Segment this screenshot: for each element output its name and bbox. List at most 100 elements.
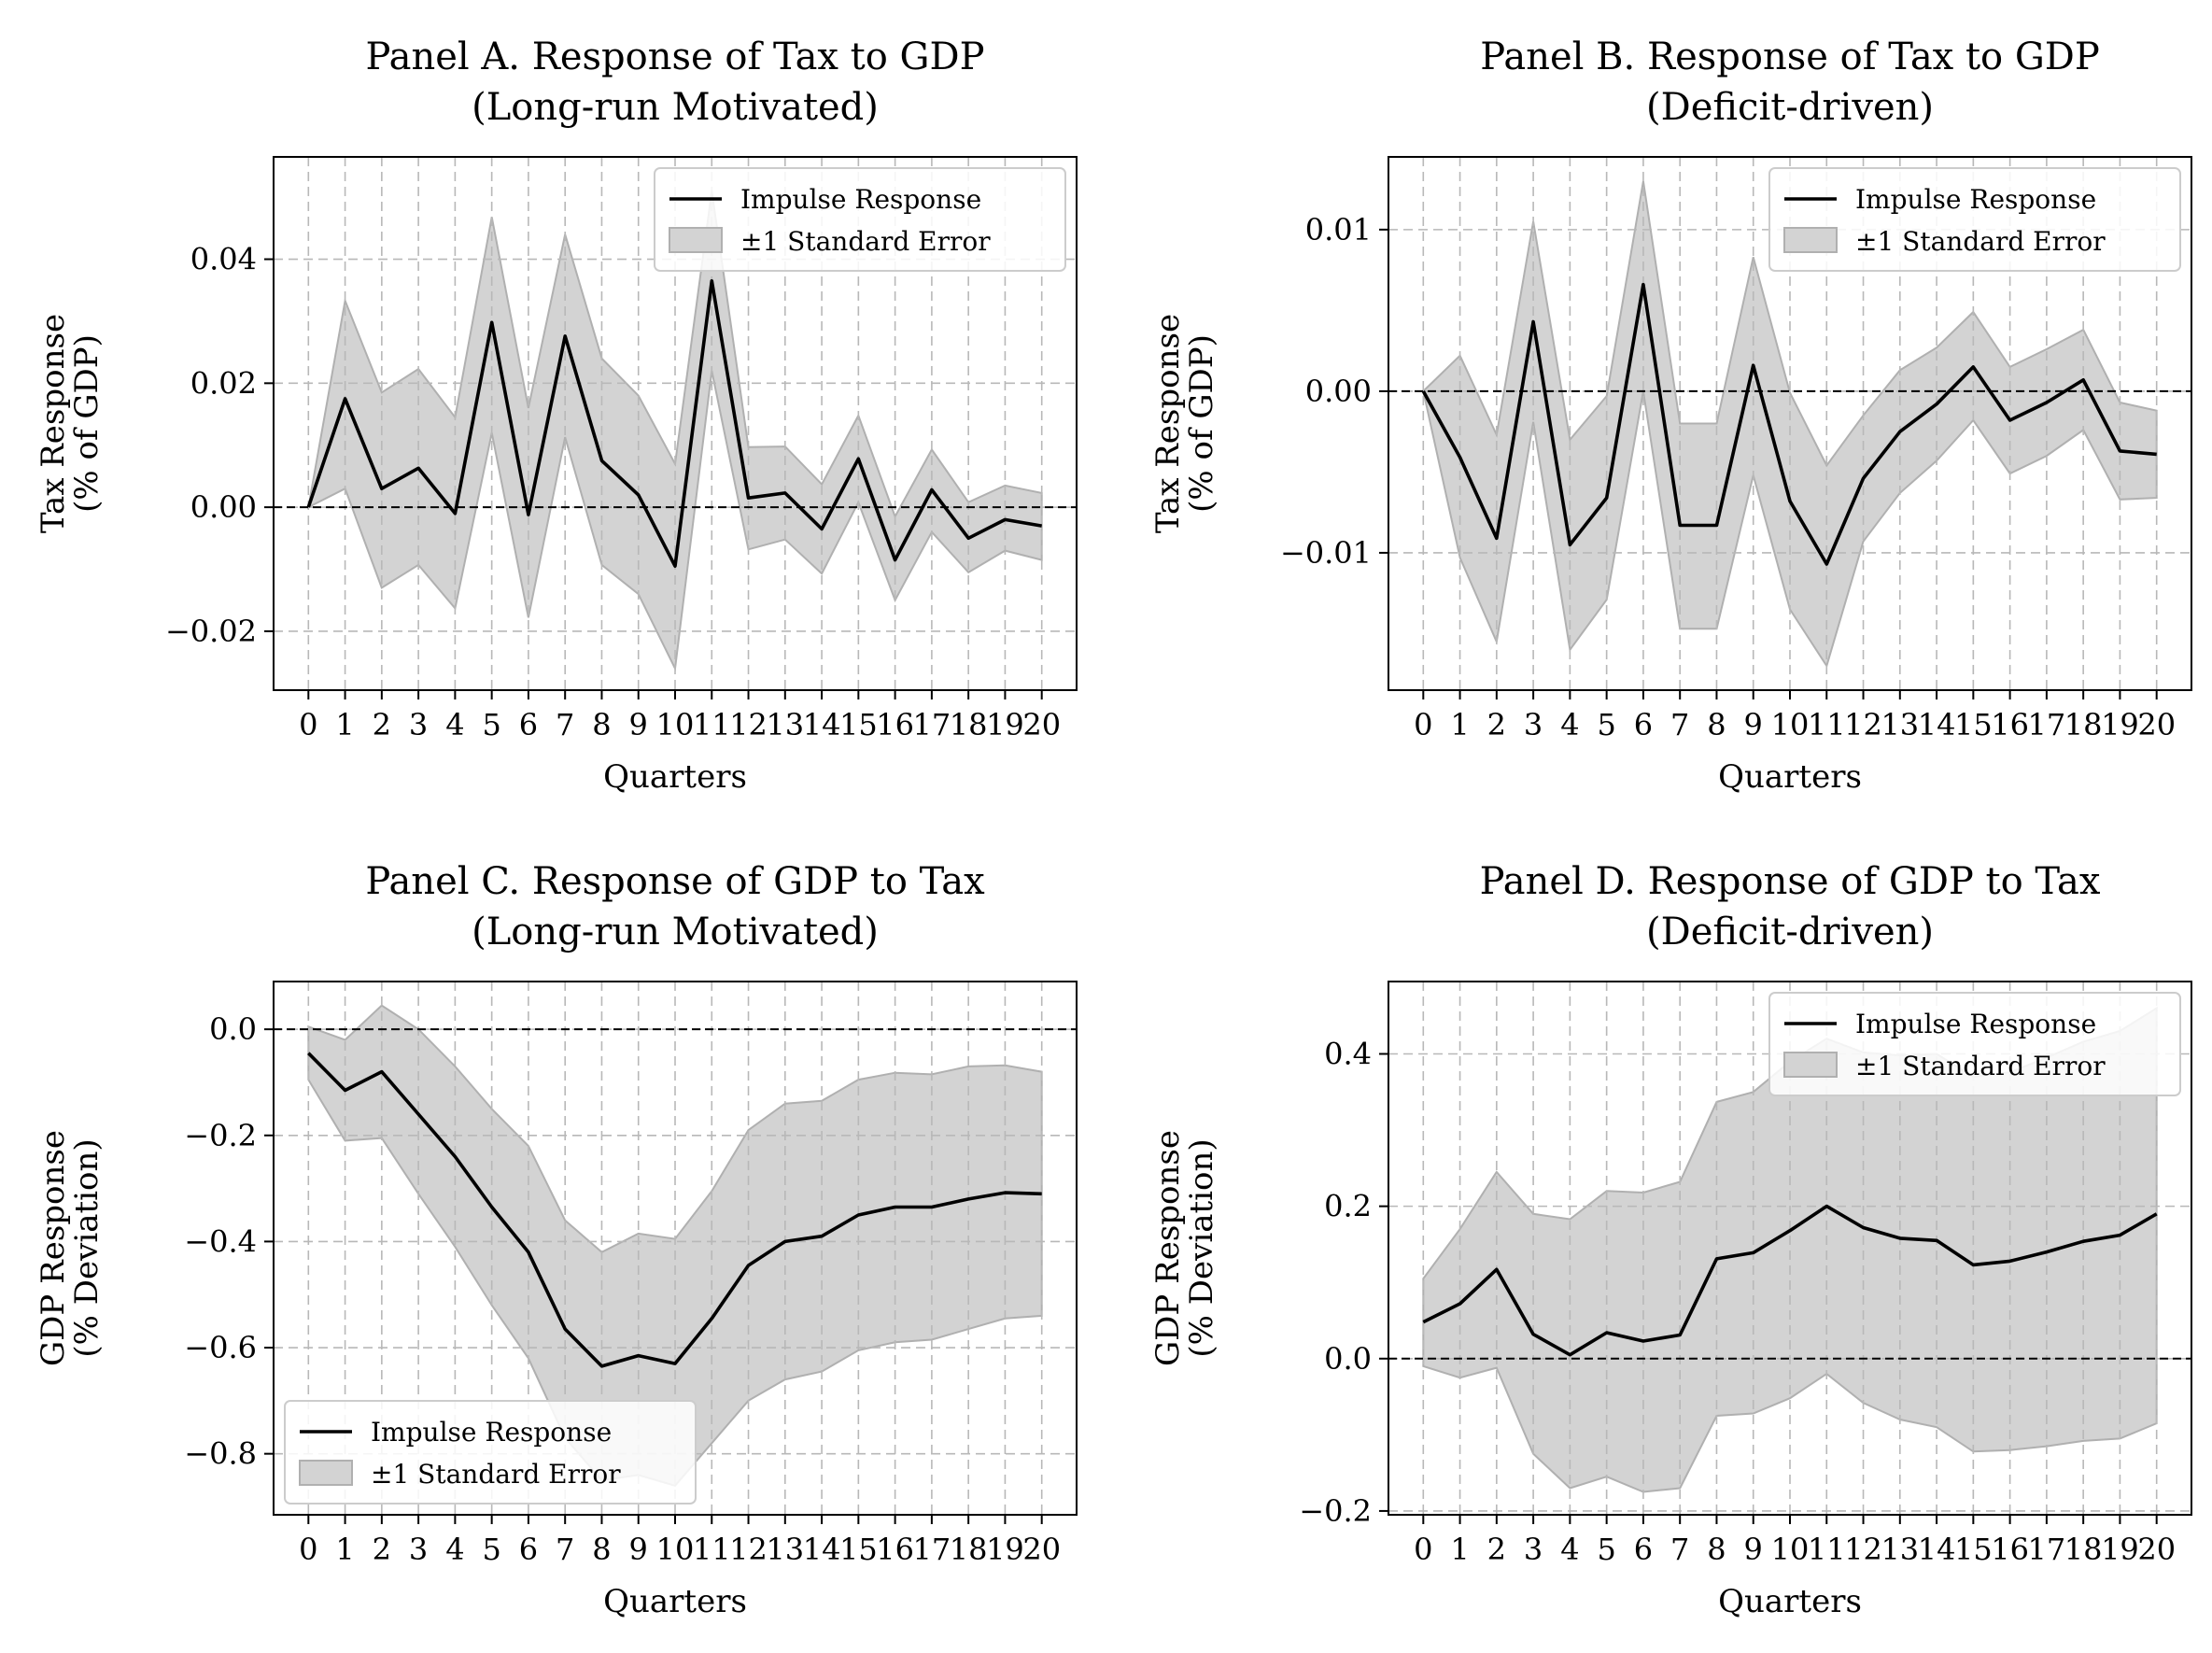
impulse-response-line	[306, 279, 1043, 568]
y-tick-label: −0.4	[184, 1223, 257, 1259]
x-tick-label: 6	[519, 1532, 538, 1567]
legend-band-label: ±1 Standard Error	[740, 226, 991, 257]
legend-line-label: Impulse Response	[371, 1417, 612, 1448]
legend-band-label: ±1 Standard Error	[371, 1459, 621, 1490]
y-tick-label: 0.4	[1324, 1036, 1372, 1071]
legend-band-label: ±1 Standard Error	[1855, 226, 2106, 257]
legend-band-swatch	[1783, 1052, 1838, 1078]
y-axis-label: Tax Response(% of GDP)	[35, 314, 106, 533]
x-tick-label: 16	[1991, 707, 2029, 742]
y-tick-label: 0.00	[1305, 374, 1372, 409]
x-tick-label: 4	[1560, 1532, 1579, 1567]
y-axis-label-line1: GDP Response	[1149, 1130, 1187, 1366]
x-tick-label: 1	[1450, 1532, 1469, 1567]
x-axis-label: Quarters	[603, 758, 747, 796]
y-tick-label: −0.8	[184, 1436, 257, 1472]
y-axis-label: Tax Response(% of GDP)	[1149, 314, 1220, 533]
legend-line-label: Impulse Response	[1855, 184, 2096, 215]
x-tick-label: 7	[1670, 1532, 1689, 1567]
legend-box	[1768, 167, 2181, 272]
x-tick-label: 5	[1597, 707, 1615, 742]
x-tick-label: 4	[1560, 707, 1579, 742]
x-axis-label: Quarters	[1718, 1583, 1862, 1620]
legend: Impulse Response ±1 Standard Error	[1768, 992, 2181, 1096]
x-tick-label: 9	[1744, 707, 1763, 742]
panel-subtitle: (Long-run Motivated)	[472, 86, 879, 129]
panel-a: Panel A. Response of Tax to GDP (Long-run…	[35, 35, 1078, 796]
x-tick-label: 3	[409, 707, 428, 742]
x-tick-label: 5	[1597, 1532, 1615, 1567]
x-tick-label: 6	[1634, 707, 1653, 742]
y-axis-label-line1: Tax Response	[35, 314, 72, 533]
x-tick-label: 8	[1707, 707, 1726, 742]
legend: Impulse Response ±1 Standard Error	[284, 1400, 697, 1505]
legend-band-swatch	[669, 227, 723, 253]
y-tick-label: −0.02	[165, 614, 257, 649]
panel-title: Panel C. Response of GDP to Tax	[365, 860, 985, 903]
x-tick-label: 7	[1670, 707, 1689, 742]
impulse-response-line	[1422, 1204, 2158, 1357]
x-tick-label: 16	[876, 1532, 914, 1567]
y-tick-label: 0.01	[1305, 212, 1372, 247]
x-tick-label: 15	[839, 1532, 878, 1567]
y-axis-label: GDP Response(% Deviation)	[1149, 1130, 1220, 1366]
x-tick-label: 13	[766, 707, 804, 742]
x-tick-label: 19	[2101, 707, 2139, 742]
legend-band-label: ±1 Standard Error	[1855, 1051, 2106, 1081]
panel-title: Panel D. Response of GDP to Tax	[1480, 860, 2101, 903]
x-tick-label: 1	[335, 1532, 354, 1567]
x-tick-label: 9	[629, 1532, 648, 1567]
y-axis-label-line1: Tax Response	[1149, 314, 1187, 533]
x-tick-label: 18	[950, 707, 988, 742]
x-tick-label: 15	[1954, 1532, 1993, 1567]
x-tick-label: 4	[445, 1532, 464, 1567]
x-tick-label: 3	[1524, 707, 1543, 742]
y-tick-label: −0.2	[184, 1118, 257, 1153]
legend: Impulse Response ±1 Standard Error	[1768, 167, 2181, 272]
panel-b: Panel B. Response of Tax to GDP (Deficit-…	[1149, 35, 2192, 796]
y-axis-label: GDP Response(% Deviation)	[35, 1130, 106, 1366]
x-tick-label: 17	[913, 707, 951, 742]
y-tick-label: −0.01	[1280, 535, 1372, 571]
x-tick-label: 18	[2064, 707, 2103, 742]
y-tick-label: 0.0	[1324, 1341, 1372, 1377]
x-tick-label: 0	[299, 707, 317, 742]
x-tick-label: 2	[373, 1532, 391, 1567]
y-axis-label-line2: (% Deviation)	[68, 1138, 106, 1357]
panel-subtitle: (Deficit-driven)	[1646, 911, 1934, 954]
y-tick-label: −0.2	[1299, 1493, 1372, 1529]
y-axis-label-line2: (% Deviation)	[1183, 1138, 1220, 1357]
panel-c: Panel C. Response of GDP to Tax (Long-run…	[35, 860, 1078, 1620]
x-tick-label: 15	[1954, 707, 1993, 742]
y-axis-label-line1: GDP Response	[35, 1130, 72, 1366]
x-tick-label: 5	[482, 1532, 500, 1567]
x-tick-label: 3	[1524, 1532, 1543, 1567]
x-tick-label: 1	[335, 707, 354, 742]
y-axis-label-line2: (% of GDP)	[1183, 334, 1220, 513]
x-tick-label: 2	[1487, 707, 1506, 742]
x-tick-label: 17	[2028, 707, 2066, 742]
x-tick-label: 14	[803, 1532, 841, 1567]
x-tick-label: 10	[1771, 1532, 1810, 1567]
x-tick-label: 20	[2137, 1532, 2176, 1567]
x-tick-label: 10	[1771, 707, 1810, 742]
y-tick-label: 0.0	[209, 1011, 257, 1047]
panel-d: Panel D. Response of GDP to Tax (Deficit-…	[1149, 860, 2192, 1620]
legend-line-label: Impulse Response	[1855, 1009, 2096, 1039]
x-tick-label: 14	[1918, 1532, 1956, 1567]
legend: Impulse Response ±1 Standard Error	[654, 167, 1066, 272]
x-tick-label: 18	[950, 1532, 988, 1567]
x-tick-label: 4	[445, 707, 464, 742]
x-tick-label: 19	[2101, 1532, 2139, 1567]
legend-box	[1768, 992, 2181, 1096]
x-tick-label: 12	[729, 707, 768, 742]
x-tick-label: 12	[1844, 1532, 1882, 1567]
x-tick-label: 17	[2028, 1532, 2066, 1567]
panel-subtitle: (Long-run Motivated)	[472, 911, 879, 954]
x-tick-label: 9	[1744, 1532, 1763, 1567]
x-tick-label: 3	[409, 1532, 428, 1567]
x-tick-label: 13	[766, 1532, 804, 1567]
x-tick-label: 2	[373, 707, 391, 742]
x-tick-label: 5	[482, 707, 500, 742]
x-tick-label: 15	[839, 707, 878, 742]
